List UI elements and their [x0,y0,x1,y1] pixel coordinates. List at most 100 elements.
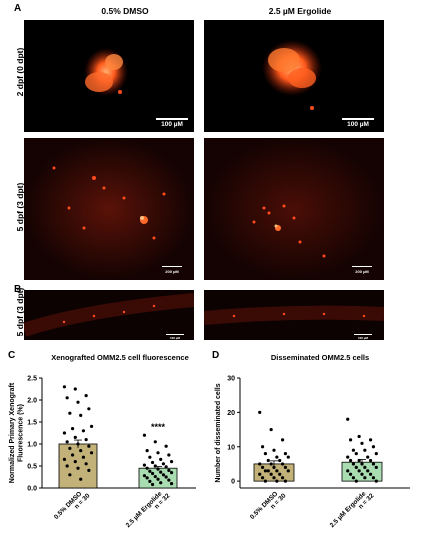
y-axis-label: Number of disseminated cells [215,383,222,482]
data-point [258,410,262,414]
scale-bar [354,334,372,335]
y-tick-label: 0.0 [27,486,37,493]
column-header-ergolide: 2.5 µM Ergolide [268,6,332,16]
panel-label-d: D [212,350,220,361]
column-header-dmso: 0.5% DMSO [101,6,149,16]
y-tick-label: 30 [227,376,235,383]
data-point [260,445,265,449]
data-point [87,407,91,411]
scale-bar [342,118,374,120]
data-point [266,469,270,473]
bar-dmso [58,443,98,489]
data-point [263,452,268,456]
significance-marker: **** [151,422,166,432]
data-point [346,455,350,459]
data-point [164,475,168,479]
data-point [68,446,72,450]
tail-fluorescence-image [24,293,194,337]
data-point [65,464,69,468]
chart-title: Disseminated OMM2.5 cells [271,353,369,362]
data-point [366,469,370,473]
data-point [363,465,367,469]
data-point [368,438,373,442]
data-point [275,469,279,473]
data-point [70,453,75,457]
tail-fluorescence-image [204,305,384,325]
data-point [368,472,373,476]
data-point [70,427,75,431]
data-point [89,424,94,428]
data-point [150,460,155,465]
y-tick-label: 20 [227,410,235,417]
data-point [150,471,155,476]
data-point [76,400,80,404]
data-point [153,464,157,468]
data-point [357,434,361,439]
embryo-fluorescence-image [204,138,384,280]
data-point [269,462,273,466]
data-point [269,472,273,476]
data-point [368,458,373,463]
data-point [348,438,353,442]
data-point [89,451,94,455]
data-point [68,411,72,415]
data-point [286,469,290,473]
data-point [283,479,288,483]
data-point [81,455,86,459]
y-tick-label: 0 [231,479,235,486]
data-point [371,462,376,466]
data-point [278,458,282,463]
data-point [161,462,166,466]
data-point [76,466,80,470]
data-point [142,474,147,478]
panel-label-b: B [14,284,22,295]
data-point [275,455,279,459]
data-point [351,448,356,452]
panel-label-a: A [14,3,22,14]
data-point [142,463,147,467]
data-point [73,460,77,464]
micrograph-ergolide-tail: 100 µM [204,290,384,340]
data-point [354,452,358,456]
data-point [260,465,265,469]
data-point [272,448,276,452]
data-point [145,476,149,480]
data-point [73,435,77,439]
tumor-fluorescence-image [84,48,128,96]
data-point [258,462,262,466]
micrograph-ergolide-2dpf: 100 µM [204,20,384,132]
data-point [283,452,288,456]
y-tick-label: 1.0 [27,442,37,449]
data-point [81,429,86,433]
data-point [351,476,356,480]
chart-title: Xenografted OMM2.5 cell fluorescence [51,353,189,362]
data-point [260,476,265,480]
data-point [280,462,285,466]
micrograph-dmso-tail: 100 µM [24,290,194,340]
data-point [79,449,83,453]
data-point [159,481,163,485]
y-tick-label: 2.5 [27,376,37,383]
data-point [84,394,88,398]
data-point [374,479,378,483]
data-point [79,413,83,417]
data-point [142,433,147,437]
data-point [62,431,67,435]
data-point [263,479,268,483]
data-point [153,440,157,444]
data-point [145,449,149,453]
data-point [62,457,67,461]
data-point [167,478,171,482]
scale-bar-label: 200 µM [165,269,179,274]
data-point [148,479,152,483]
data-point [167,453,171,457]
data-point [371,445,376,449]
data-point [263,469,268,473]
scale-bar-label: 100 µM [161,121,183,128]
data-point [73,387,77,391]
data-point [374,452,378,456]
micrograph-dmso-2dpf: 100 µM [24,20,194,132]
data-point [87,468,91,472]
embryo-fluorescence-image [24,138,194,280]
data-point [164,444,168,448]
